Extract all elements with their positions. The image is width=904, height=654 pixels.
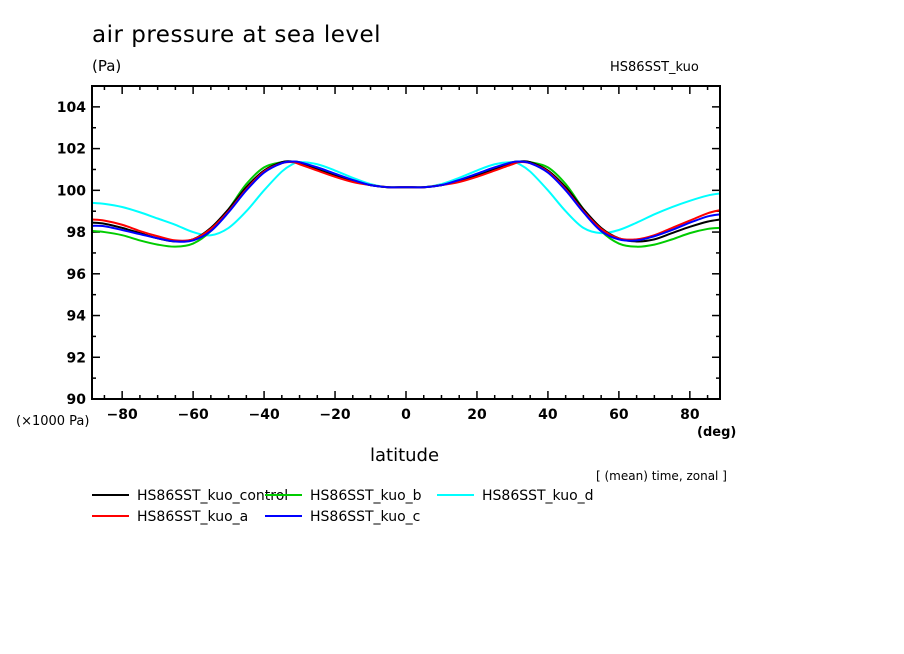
averaging-note: [ (mean) time, zonal ] — [596, 469, 727, 483]
y-tick-labels: 90 92 94 96 98 100 102 104 — [57, 100, 86, 408]
x-tick-label: −60 — [178, 407, 209, 423]
x-tick-label: 40 — [538, 407, 558, 423]
x-unit-label: (deg) — [697, 425, 737, 440]
series-line-hs86sst-kuo-b — [91, 160, 721, 248]
y-tick-label: 100 — [57, 183, 86, 199]
y-tick-label: 96 — [67, 267, 86, 283]
chart-title: air pressure at sea level — [92, 22, 382, 48]
x-tick-labels: −80 −60 −40 −20 0 20 40 60 80 — [107, 407, 700, 423]
series-lines — [91, 160, 721, 248]
x-tick-label: −20 — [319, 407, 350, 423]
legend: HS86SST_kuo_control HS86SST_kuo_a HS86SST_… — [92, 488, 594, 525]
x-tick-label: −80 — [107, 407, 138, 423]
legend-label: HS86SST_kuo_a — [137, 509, 248, 525]
series-line-hs86sst-kuo-d — [91, 161, 721, 237]
x-tick-label: −40 — [248, 407, 279, 423]
x-tick-label: 60 — [609, 407, 629, 423]
x-tick-label: 80 — [680, 407, 700, 423]
legend-label: HS86SST_kuo_control — [137, 488, 288, 504]
y-tick-label: 94 — [67, 309, 87, 325]
legend-label: HS86SST_kuo_c — [310, 509, 420, 525]
series-line-hs86sst-kuo-c — [91, 160, 721, 243]
plot-frame — [91, 85, 721, 400]
y-tick-label: 92 — [67, 350, 86, 366]
y-scale-label: (×1000 Pa) — [16, 414, 90, 429]
y-tick-label: 104 — [57, 100, 86, 116]
legend-label: HS86SST_kuo_d — [482, 488, 594, 504]
x-axis-label: latitude — [370, 445, 440, 466]
y-tick-label: 102 — [57, 142, 86, 158]
x-tick-label: 20 — [467, 407, 487, 423]
y-tick-label: 98 — [67, 225, 86, 241]
y-tick-label: 90 — [67, 392, 87, 408]
x-tick-label: 0 — [401, 407, 411, 423]
run-name-label: HS86SST_kuo — [610, 60, 699, 75]
y-units-label: (Pa) — [92, 57, 122, 75]
legend-label: HS86SST_kuo_b — [310, 488, 422, 504]
